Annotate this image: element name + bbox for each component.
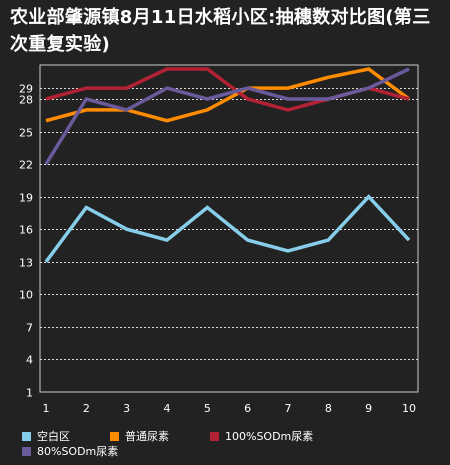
legend-swatch <box>110 431 119 441</box>
legend-label: 空白区 <box>37 430 70 443</box>
y-tick-label: 28 <box>19 94 33 107</box>
x-tick-label: 7 <box>285 402 292 415</box>
y-tick-label: 4 <box>26 354 33 367</box>
y-tick-label: 7 <box>26 322 33 335</box>
legend-label: 普通尿素 <box>125 430 169 443</box>
legend-swatch <box>210 431 219 441</box>
y-tick-label: 16 <box>19 224 33 237</box>
y-tick-label: 10 <box>19 289 33 302</box>
legend-swatch <box>22 446 31 456</box>
series-line-4 <box>44 67 410 166</box>
series-line-1 <box>44 194 411 263</box>
x-tick-label: 10 <box>402 402 416 415</box>
x-tick-label: 2 <box>83 402 90 415</box>
x-tick-label: 4 <box>164 402 171 415</box>
chart-title: 农业部肇源镇8月11日水稻小区:抽穗数对比图(第三次重复实验) <box>10 7 431 55</box>
x-tick-label: 3 <box>123 402 130 415</box>
y-tick-label: 29 <box>19 83 33 96</box>
legend-label: 100%SODm尿素 <box>225 430 314 443</box>
x-tick-label: 9 <box>365 402 372 415</box>
x-tick-label: 6 <box>244 402 251 415</box>
y-tick-label: 25 <box>19 127 33 140</box>
legend-item: 80%SODm尿素 <box>22 443 118 459</box>
legend-item: 空白区 <box>22 428 70 444</box>
legend-item: 普通尿素 <box>110 428 169 444</box>
legend-item: 100%SODm尿素 <box>210 428 313 444</box>
x-tick-label: 5 <box>204 402 211 415</box>
legend-swatch <box>22 431 31 441</box>
plot-area <box>39 64 419 393</box>
legend-label: 80%SODm尿素 <box>37 445 119 458</box>
y-tick-label: 22 <box>19 159 33 172</box>
x-tick-label: 1 <box>43 402 50 415</box>
y-tick-label: 1 <box>26 387 33 400</box>
y-tick-label: 13 <box>19 257 33 270</box>
series-line-2 <box>45 67 411 123</box>
y-tick-label: 19 <box>19 192 33 205</box>
x-tick-label: 8 <box>325 402 332 415</box>
